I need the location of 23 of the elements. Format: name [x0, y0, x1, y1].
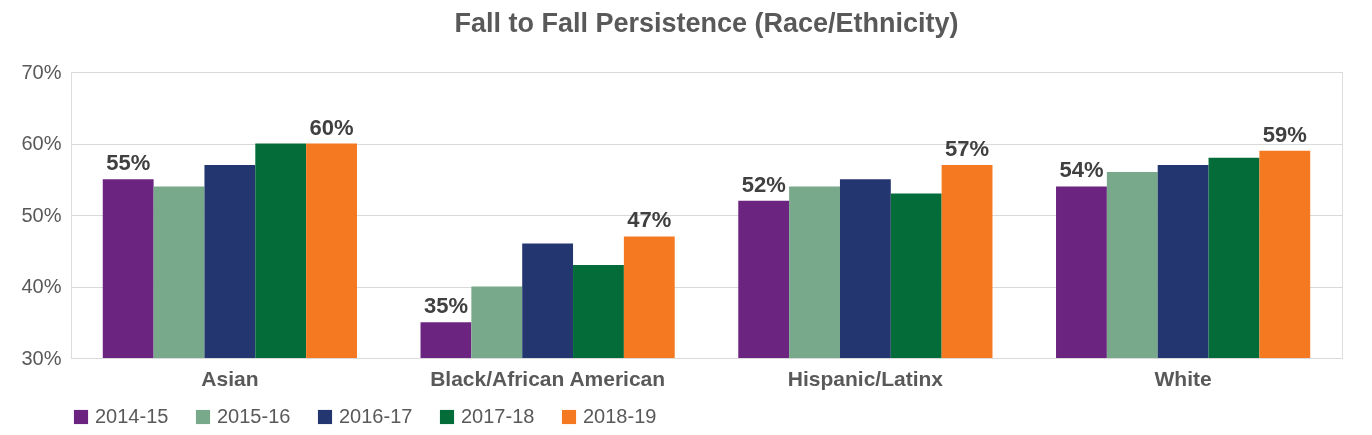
y-tick-label: 60%: [21, 132, 62, 154]
x-tick-label: Hispanic/Latinx: [787, 366, 944, 390]
data-label: 55%: [106, 150, 151, 176]
chart-title: Fall to Fall Persistence (Race/Ethnicity): [454, 8, 959, 38]
x-tick-label: Black/African American: [430, 366, 666, 390]
data-label: 47%: [627, 207, 672, 233]
data-label: 35%: [423, 293, 468, 319]
y-tick-label: 70%: [21, 60, 62, 83]
legend-label: 2018-19: [583, 405, 657, 427]
data-label: 59%: [1262, 121, 1307, 147]
y-tick-label: 40%: [21, 275, 62, 297]
data-label: 54%: [1059, 157, 1104, 183]
y-tick-label: 30%: [21, 346, 62, 369]
legend-label: 2014-15: [95, 405, 169, 427]
legend-label: 2015-16: [217, 405, 291, 427]
x-tick-label: White: [1154, 366, 1212, 390]
y-tick-label: 50%: [21, 203, 62, 226]
x-tick-label: Asian: [201, 366, 259, 390]
legend-label: 2016-17: [339, 405, 413, 427]
legend-label: 2017-18: [461, 405, 535, 427]
data-label: 52%: [741, 171, 786, 197]
data-label: 60%: [309, 114, 354, 140]
data-label: 57%: [945, 135, 990, 161]
